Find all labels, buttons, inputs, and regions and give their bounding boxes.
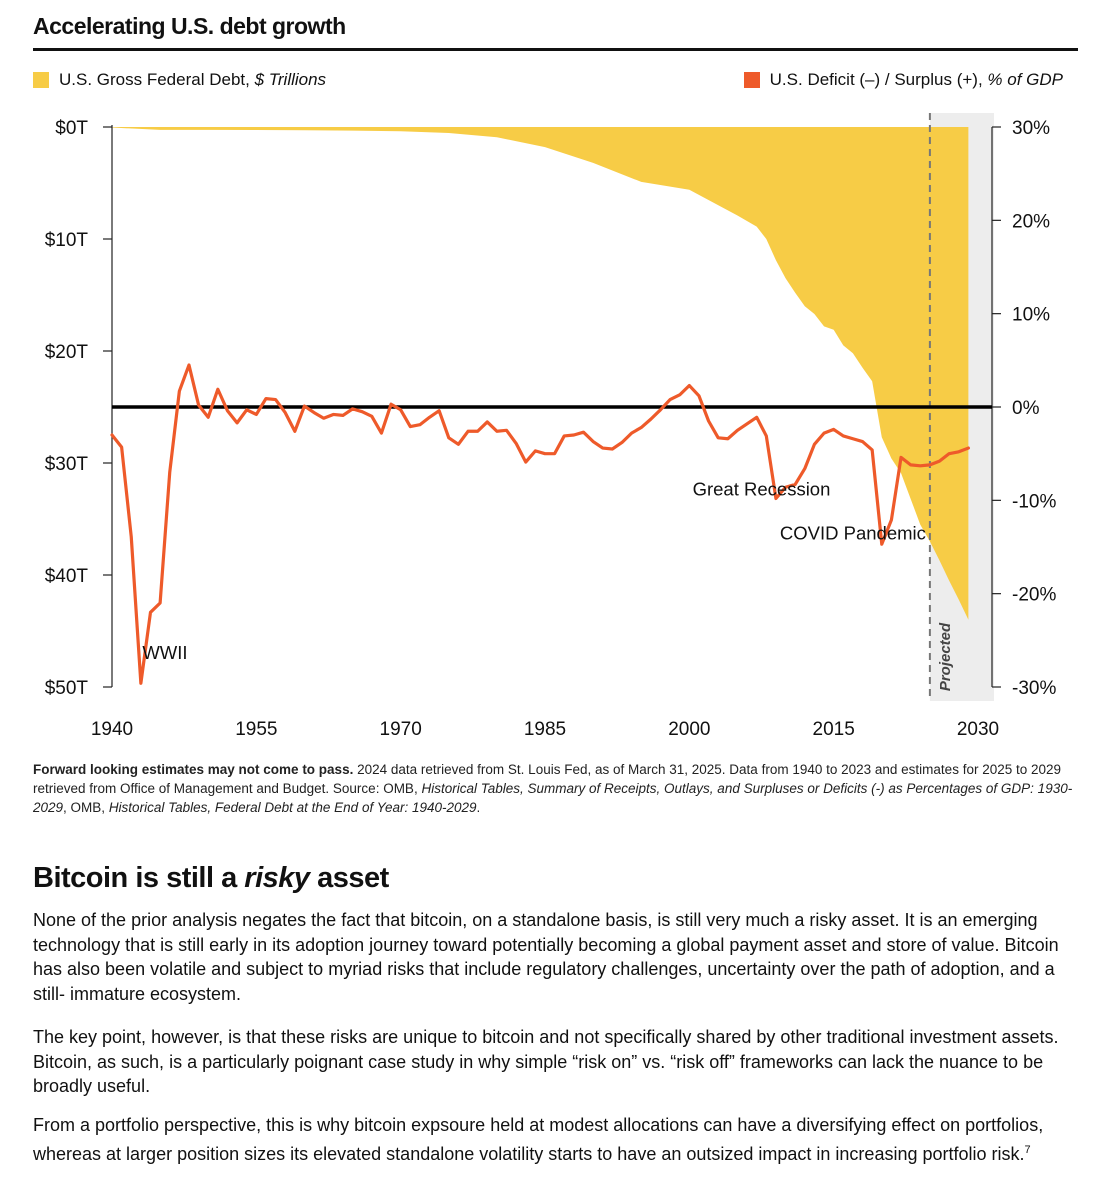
- x-tick-label: 2000: [668, 719, 710, 740]
- legend-deficit: U.S. Deficit (–) / Surplus (+), % of GDP: [743, 70, 1063, 90]
- right-tick-label: 10%: [1012, 305, 1050, 326]
- left-tick-label: $50T: [45, 678, 89, 699]
- annotation-label: WWII: [142, 642, 187, 663]
- left-tick-label: $10T: [45, 230, 89, 251]
- annotation-label: COVID Pandemic: [780, 523, 926, 544]
- paragraph-1: None of the prior analysis negates the f…: [33, 910, 1059, 1004]
- section-heading-suffix: asset: [309, 862, 389, 894]
- debt-area: [112, 127, 969, 620]
- footnote-text-1: 2024 data retrieved from St. Louis Fed, …: [33, 762, 1062, 796]
- legend-deficit-label: U.S. Deficit (–) / Surplus (+),: [769, 70, 988, 89]
- x-tick-label: 1985: [524, 719, 566, 740]
- debt-deficit-chart: Projected $0T $10T $20T $30T $40T $50T 30% 20% 10…: [45, 113, 1056, 740]
- left-tick-label: $20T: [45, 342, 89, 363]
- footnote-text-2: , OMB,: [63, 800, 109, 815]
- right-tick-label: -30%: [1012, 678, 1056, 699]
- annotation-label: Great Recession: [693, 479, 831, 500]
- legend-debt-swatch: [33, 72, 49, 88]
- title-rule: [33, 48, 1078, 51]
- x-tick-label: 1955: [235, 719, 277, 740]
- left-tick-label: $0T: [55, 118, 88, 139]
- footnote-text-3: .: [476, 800, 481, 815]
- x-tick-label: 1940: [91, 719, 133, 740]
- footnote-ref: 7: [1024, 1143, 1031, 1156]
- left-tick-label: $40T: [45, 566, 89, 587]
- projected-label: Projected: [937, 622, 954, 691]
- right-tick-label: 20%: [1012, 211, 1050, 232]
- legend-deficit-unit: % of GDP: [987, 70, 1063, 89]
- chart-title: Accelerating U.S. debt growth: [33, 13, 346, 39]
- right-tick-label: 0%: [1012, 398, 1040, 419]
- legend-debt-unit: $ Trillions: [254, 70, 327, 89]
- footnote-source-2: Historical Tables, Federal Debt at the E…: [108, 800, 477, 815]
- legend-debt: U.S. Gross Federal Debt, $ Trillions: [33, 70, 326, 90]
- x-tick-label: 2030: [957, 719, 999, 740]
- x-tick-label: 2015: [813, 719, 855, 740]
- section-heading: Bitcoin is still a risky asset: [33, 862, 389, 895]
- right-tick-label: -10%: [1012, 491, 1056, 512]
- footnote-disclaimer: Forward looking estimates may not come t…: [33, 762, 354, 777]
- legend-debt-label: U.S. Gross Federal Debt,: [59, 70, 255, 89]
- paragraph-3-text: From a portfolio perspective, this is wh…: [33, 1115, 1044, 1164]
- right-tick-label: -20%: [1012, 585, 1056, 606]
- section-heading-prefix: Bitcoin is still a: [33, 862, 245, 894]
- section-heading-italic: risky: [244, 862, 310, 894]
- chart-footnote: Forward looking estimates may not come t…: [33, 760, 1078, 817]
- right-tick-label: 30%: [1012, 118, 1050, 139]
- paragraph-3: From a portfolio perspective, this is wh…: [33, 1113, 1073, 1166]
- left-tick-label: $30T: [45, 454, 89, 475]
- x-tick-label: 1970: [380, 719, 422, 740]
- legend-deficit-swatch: [743, 72, 760, 88]
- footnote-source-1: Historical Tables, Summary of Receipts, …: [33, 781, 1073, 815]
- deficit-line: [110, 363, 970, 685]
- paragraph-2: The key point, however, is that these ri…: [33, 1027, 1059, 1096]
